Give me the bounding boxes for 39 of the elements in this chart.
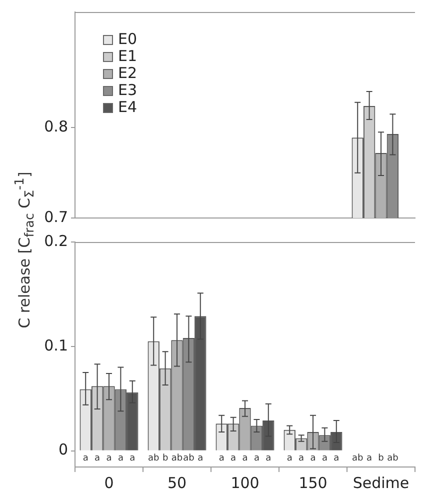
legend-label: E1	[118, 46, 138, 65]
data-label: a	[334, 454, 340, 464]
data-label: a	[82, 454, 88, 464]
data-label: a	[198, 454, 204, 464]
text: ab	[352, 454, 364, 464]
data-label: a	[266, 454, 272, 464]
y-tick-label: 0	[58, 440, 68, 459]
data-label: a	[298, 454, 304, 464]
x-tick-label: 0	[104, 474, 114, 492]
legend-label: E2	[118, 64, 138, 82]
x-tick-label: 50	[167, 474, 187, 492]
data-label: a	[242, 454, 248, 464]
x-tick-label: 150	[298, 474, 328, 492]
y-tick-label: 0.7	[44, 208, 68, 226]
data-label: a	[230, 454, 236, 464]
legend-label: E3	[118, 80, 138, 99]
legend-label: E0	[118, 30, 138, 48]
data-label: a	[94, 454, 100, 464]
text: b	[378, 454, 384, 464]
data-label: a	[286, 454, 292, 464]
x-tick-label: 100	[230, 474, 260, 492]
data-label: a	[130, 454, 136, 464]
y-tick-label: 0.8	[44, 118, 68, 136]
text: a	[366, 454, 372, 464]
legend-label: E4	[118, 98, 138, 116]
x-tick-label: Sedime	[352, 474, 410, 492]
data-label: a	[310, 454, 316, 464]
data-label: ab	[148, 454, 160, 464]
data-label: a	[322, 454, 328, 464]
y-tick-label: 0.2	[44, 232, 68, 250]
data-label: a	[106, 454, 112, 464]
data-label: ab	[171, 454, 183, 464]
y-tick-label: 0.1	[44, 336, 68, 354]
data-label: a	[254, 454, 260, 464]
data-label: ab	[183, 454, 195, 464]
text: ab	[387, 454, 398, 464]
data-label: b	[162, 454, 168, 464]
data-label: a	[118, 454, 124, 464]
data-label: a	[218, 454, 224, 464]
